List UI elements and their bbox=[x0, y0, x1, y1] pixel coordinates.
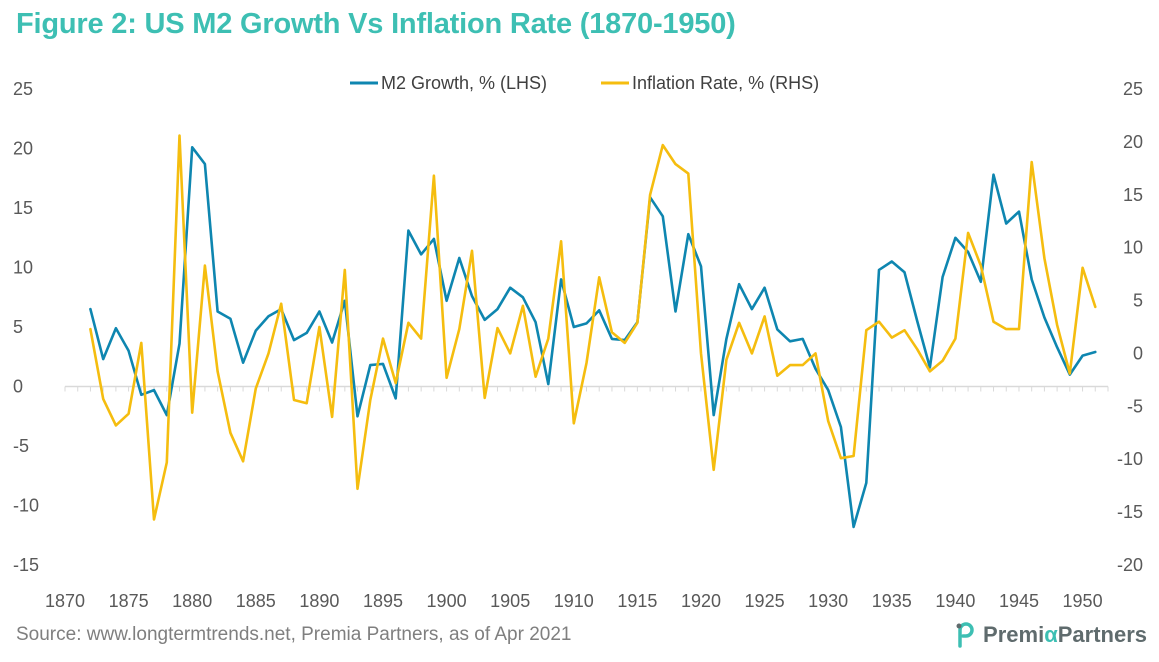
x-tick-label: 1880 bbox=[172, 591, 212, 611]
left-y-tick-label: 5 bbox=[13, 317, 23, 337]
right-y-tick-label: -10 bbox=[1117, 449, 1143, 469]
brand-name-part2: Partners bbox=[1057, 622, 1147, 647]
x-tick-label: 1895 bbox=[363, 591, 403, 611]
x-tick-label: 1920 bbox=[681, 591, 721, 611]
right-y-tick-label: 25 bbox=[1123, 79, 1143, 99]
x-tick-label: 1910 bbox=[554, 591, 594, 611]
left-y-tick-label: 10 bbox=[13, 258, 33, 278]
chart-title: Figure 2: US M2 Growth Vs Inflation Rate… bbox=[16, 8, 736, 40]
left-y-tick-label: -5 bbox=[13, 436, 29, 456]
x-tick-label: 1890 bbox=[299, 591, 339, 611]
x-tick-label: 1915 bbox=[617, 591, 657, 611]
right-y-tick-label: 20 bbox=[1123, 132, 1143, 152]
chart-area: 25 20 15 10 5 0 -5 -10 -15 25 20 15 10 5 0 -5 -10 -15 -20 1… bbox=[13, 73, 1143, 611]
left-y-tick-label: -15 bbox=[13, 555, 39, 575]
legend: M2 Growth, % (LHS) Inflation Rate, % (RHS… bbox=[350, 73, 819, 93]
x-tick-label: 1875 bbox=[109, 591, 149, 611]
x-tick-label: 1940 bbox=[935, 591, 975, 611]
left-y-tick-label: 20 bbox=[13, 139, 33, 159]
brand-logo: PremiαPartners bbox=[955, 622, 1147, 648]
x-tick-label: 1905 bbox=[490, 591, 530, 611]
left-y-tick-label: 15 bbox=[13, 198, 33, 218]
brand-alpha: α bbox=[1044, 622, 1058, 647]
brand-name: PremiαPartners bbox=[983, 622, 1147, 648]
x-tick-label: 1900 bbox=[427, 591, 467, 611]
left-y-tick-label: -10 bbox=[13, 496, 39, 516]
inflation-rate-line bbox=[89, 134, 1097, 521]
source-note: Source: www.longtermtrends.net, Premia P… bbox=[16, 624, 572, 645]
right-y-tick-label: -5 bbox=[1127, 396, 1143, 416]
left-y-tick-label: 25 bbox=[13, 79, 33, 99]
x-tick-label: 1885 bbox=[236, 591, 276, 611]
m2-growth-line bbox=[89, 146, 1097, 529]
right-y-tick-label: -20 bbox=[1117, 555, 1143, 575]
brand-name-part1: Premi bbox=[983, 622, 1045, 647]
legend-inflation-label: Inflation Rate, % (RHS) bbox=[632, 73, 819, 93]
axes: 25 20 15 10 5 0 -5 -10 -15 25 20 15 10 5 0 -5 -10 -15 -20 1… bbox=[13, 79, 1143, 611]
right-y-tick-label: 15 bbox=[1123, 185, 1143, 205]
x-tick-label: 1930 bbox=[808, 591, 848, 611]
right-y-tick-label: -15 bbox=[1117, 502, 1143, 522]
x-tick-label: 1950 bbox=[1063, 591, 1103, 611]
right-y-tick-label: 5 bbox=[1133, 291, 1143, 311]
x-tick-label: 1870 bbox=[45, 591, 85, 611]
x-tick-label: 1925 bbox=[745, 591, 785, 611]
legend-m2-label: M2 Growth, % (LHS) bbox=[381, 73, 547, 93]
right-y-tick-label: 0 bbox=[1133, 343, 1143, 363]
series-lines bbox=[89, 134, 1097, 529]
x-tick-label: 1945 bbox=[999, 591, 1039, 611]
x-tick-label: 1935 bbox=[872, 591, 912, 611]
left-y-tick-label: 0 bbox=[13, 377, 23, 397]
premia-p-icon bbox=[956, 622, 974, 648]
right-y-tick-label: 10 bbox=[1123, 238, 1143, 258]
